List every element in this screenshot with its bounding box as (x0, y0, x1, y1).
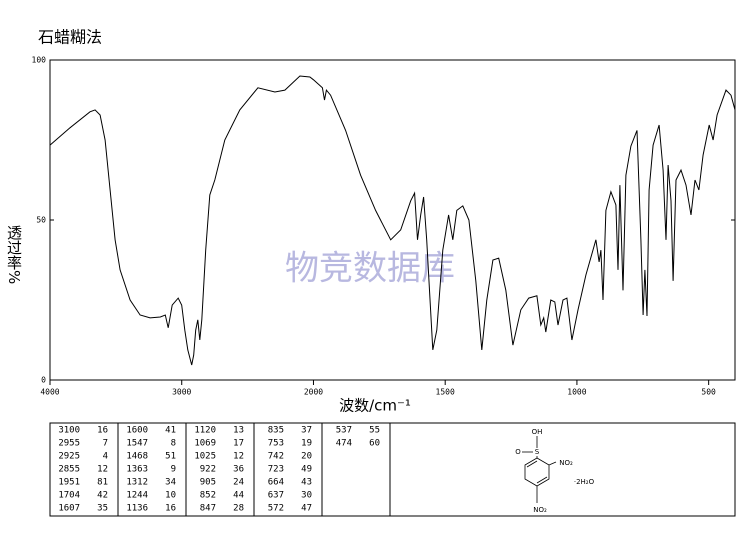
y-axis-label: 透过率% (5, 225, 23, 284)
peak-intensity: 37 (301, 426, 312, 436)
peak-wavenumber: 537 (336, 426, 352, 436)
structure-label: ·2H₂O (574, 478, 595, 486)
peak-wavenumber: 742 (268, 452, 284, 462)
peak-intensity: 20 (301, 452, 312, 462)
peak-intensity: 55 (369, 426, 380, 436)
y-tick-label: 0 (41, 376, 46, 385)
peak-wavenumber: 572 (268, 504, 284, 514)
peak-intensity: 16 (97, 426, 108, 436)
bond (526, 460, 538, 468)
peak-wavenumber: 905 (200, 478, 216, 488)
x-tick-label: 4000 (40, 388, 59, 397)
peak-intensity: 30 (301, 491, 312, 501)
peak-intensity: 43 (301, 478, 312, 488)
peak-intensity: 12 (233, 452, 244, 462)
peak-wavenumber: 847 (200, 504, 216, 514)
peak-intensity: 34 (165, 478, 176, 488)
peak-wavenumber: 1547 (126, 439, 148, 449)
structure-label: O (515, 448, 521, 456)
spectrum-line (49, 75, 736, 366)
peak-wavenumber: 1312 (126, 478, 148, 488)
peak-wavenumber: 1468 (126, 452, 148, 462)
peak-intensity: 24 (233, 478, 244, 488)
peak-wavenumber: 1120 (194, 426, 216, 436)
peak-intensity: 12 (97, 465, 108, 475)
peak-intensity: 17 (233, 439, 244, 449)
peak-wavenumber: 922 (200, 465, 216, 475)
peak-wavenumber: 1069 (194, 439, 216, 449)
ring (524, 457, 550, 487)
peak-wavenumber: 835 (268, 426, 284, 436)
peak-intensity: 60 (369, 439, 380, 449)
x-tick-label: 1500 (436, 388, 455, 397)
watermark: 物竞数据库 (285, 249, 455, 289)
peak-intensity: 47 (301, 504, 312, 514)
structure-label: S (535, 448, 540, 456)
peak-wavenumber: 1951 (58, 478, 80, 488)
peak-intensity: 36 (233, 465, 244, 475)
peak-intensity: 9 (171, 465, 176, 475)
peak-intensity: 81 (97, 478, 108, 488)
y-tick-label: 50 (36, 216, 46, 225)
peak-wavenumber: 1600 (126, 426, 148, 436)
y-tick-label: 100 (32, 56, 47, 65)
x-tick-label: 1000 (567, 388, 586, 397)
peak-intensity: 51 (165, 452, 176, 462)
peak-intensity: 10 (165, 491, 176, 501)
bond (536, 476, 548, 484)
peak-intensity: 44 (233, 491, 244, 501)
peak-wavenumber: 474 (336, 439, 352, 449)
peak-wavenumber: 852 (200, 491, 216, 501)
peak-wavenumber: 2955 (58, 439, 80, 449)
peak-wavenumber: 1607 (58, 504, 80, 514)
x-tick-label: 2000 (304, 388, 323, 397)
structure-label: NO₂ (533, 506, 547, 514)
peak-wavenumber: 723 (268, 465, 284, 475)
peak-wavenumber: 2925 (58, 452, 80, 462)
peak-wavenumber: 2855 (58, 465, 80, 475)
peak-intensity: 13 (233, 426, 244, 436)
table-frame (49, 422, 736, 517)
peak-wavenumber: 3100 (58, 426, 80, 436)
peak-intensity: 49 (301, 465, 312, 475)
x-tick-label: 3000 (172, 388, 191, 397)
peak-intensity: 4 (103, 452, 108, 462)
peak-intensity: 28 (233, 504, 244, 514)
peak-intensity: 7 (103, 439, 108, 449)
peak-intensity: 41 (165, 426, 176, 436)
peak-wavenumber: 637 (268, 491, 284, 501)
peak-intensity: 16 (165, 504, 176, 514)
bond (548, 461, 557, 466)
chart-title: 石蜡糊法 (38, 28, 102, 47)
peak-wavenumber: 1704 (58, 491, 80, 501)
structure-label: NO₂ (559, 459, 573, 467)
x-tick-label: 500 (701, 388, 716, 397)
structure (522, 436, 557, 503)
plot-frame (49, 59, 736, 381)
peak-wavenumber: 1363 (126, 465, 148, 475)
peak-wavenumber: 1244 (126, 491, 148, 501)
peak-intensity: 42 (97, 491, 108, 501)
peak-wavenumber: 664 (268, 478, 284, 488)
peak-wavenumber: 753 (268, 439, 284, 449)
peak-intensity: 35 (97, 504, 108, 514)
x-axis-label: 波数/cm⁻¹ (339, 397, 411, 415)
peak-intensity: 19 (301, 439, 312, 449)
structure-label: OH (532, 428, 543, 436)
peak-wavenumber: 1025 (194, 452, 216, 462)
peak-intensity: 8 (171, 439, 176, 449)
peak-wavenumber: 1136 (126, 504, 148, 514)
